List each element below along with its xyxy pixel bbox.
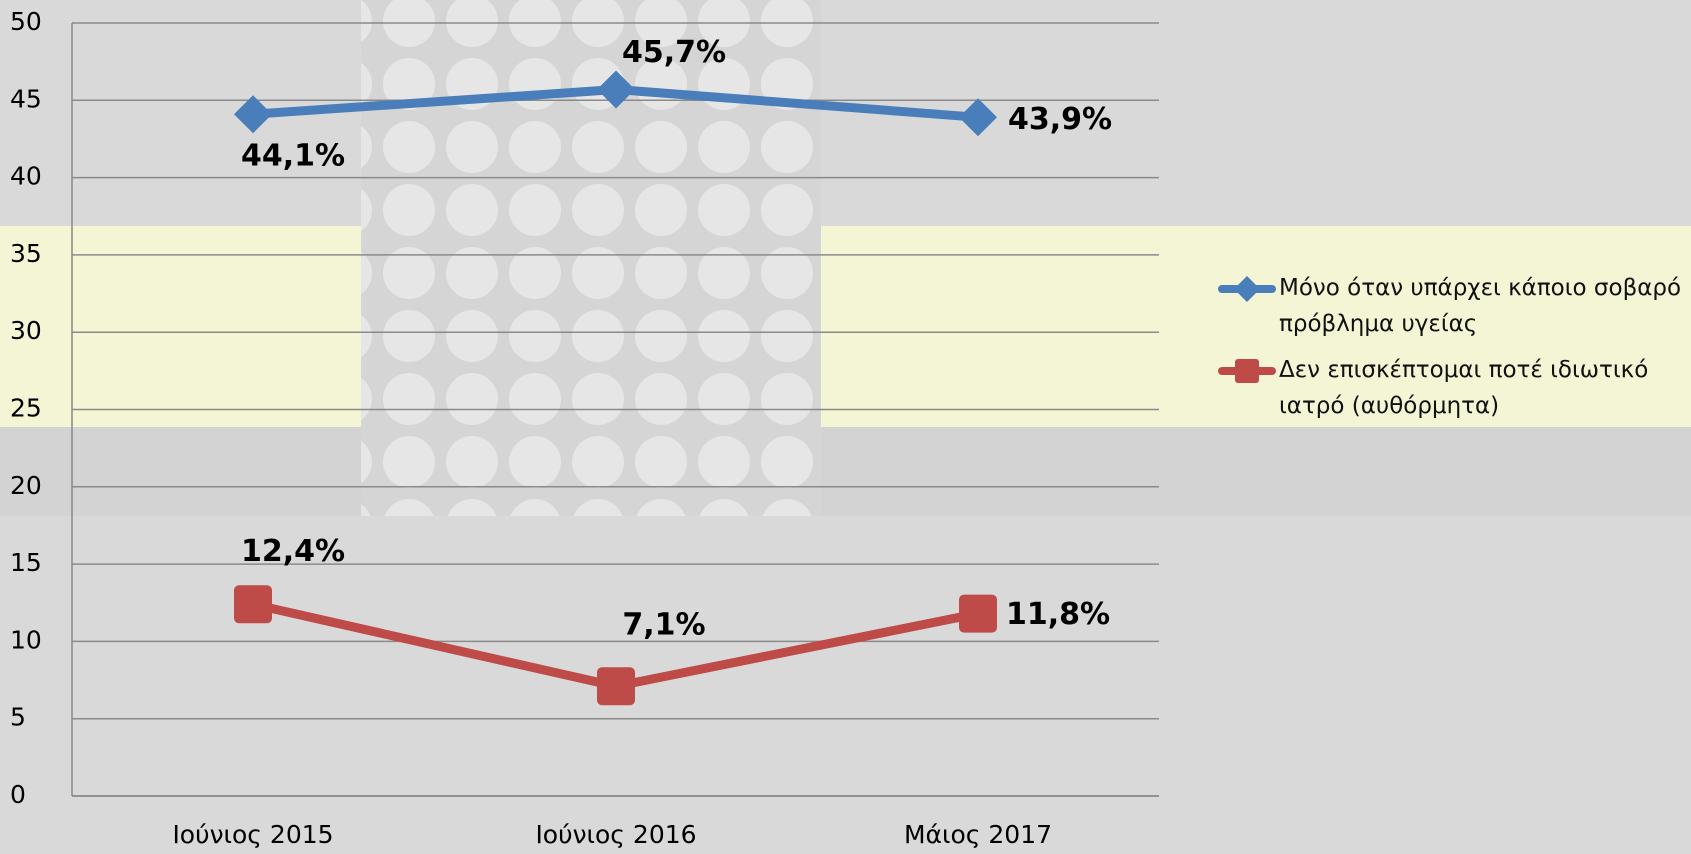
marker [959, 595, 997, 633]
marker [234, 585, 272, 623]
y-tick-label: 35 [10, 239, 42, 268]
legend-label: Μόνο όταν υπάρχει κάποιο σοβαρό πρόβλημα… [1279, 270, 1691, 342]
y-tick-label: 40 [10, 162, 42, 191]
x-tick-label: Μάιος 2017 [904, 820, 1052, 849]
y-tick-label: 10 [10, 625, 42, 654]
page: 0 5 10 15 20 25 30 35 40 45 50 Ιούνιος 2015 Ιούνιος … [0, 0, 1691, 854]
value-label: 43,9% [1008, 102, 1112, 137]
value-label: 45,7% [622, 35, 726, 70]
y-tick-label: 15 [10, 548, 42, 577]
band [0, 427, 1691, 516]
marker [597, 667, 635, 705]
y-tick-label: 0 [10, 780, 26, 809]
y-tick-label: 45 [10, 84, 42, 113]
x-tick-label: Ιούνιος 2015 [172, 820, 333, 849]
marker [959, 98, 997, 136]
y-tick-label: 50 [10, 7, 42, 36]
x-tick-label: Ιούνιος 2016 [535, 820, 696, 849]
legend-marker [1235, 359, 1259, 383]
value-label: 7,1% [622, 608, 705, 643]
dots [361, 0, 821, 516]
value-label: 12,4% [241, 534, 345, 569]
y-tick-label: 30 [10, 316, 42, 345]
chart: 0 5 10 15 20 25 30 35 40 45 50 Ιούνιος 2015 Ιούνιος … [0, 0, 1691, 854]
value-label: 44,1% [241, 139, 345, 174]
legend-label: Δεν επισκέπτομαι ποτέ ιδιωτικό ιατρό (αυ… [1279, 352, 1691, 424]
y-tick-label: 5 [10, 703, 26, 732]
y-tick-label: 20 [10, 471, 42, 500]
value-label: 11,8% [1006, 597, 1110, 632]
y-tick-label: 25 [10, 394, 42, 423]
